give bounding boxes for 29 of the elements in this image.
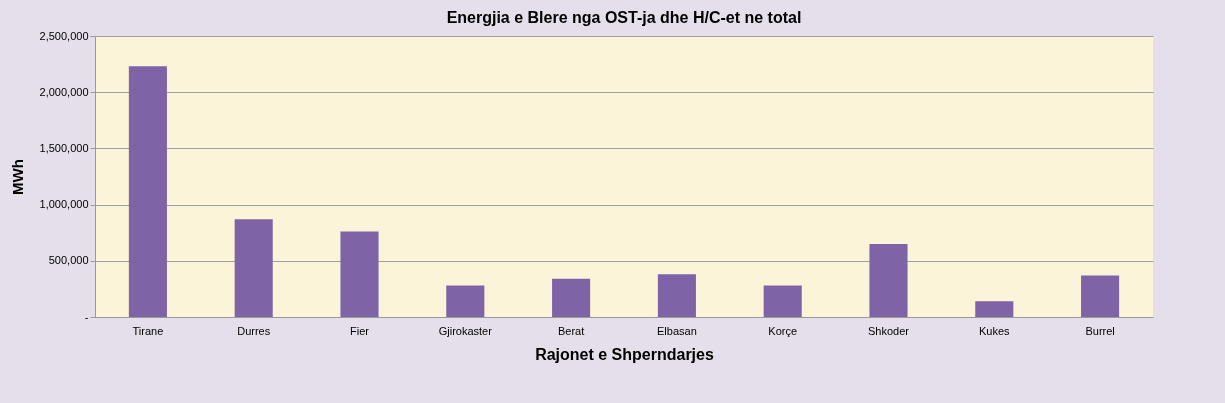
bar [128, 66, 167, 317]
x-tick-label: Durres [237, 324, 271, 337]
bar [763, 285, 802, 317]
y-tick-label: 1,000,000 [39, 198, 89, 211]
x-tick-label: Fier [350, 324, 370, 337]
x-tick-label: Burrel [1085, 324, 1115, 337]
x-tick-label: Gjirokaster [438, 324, 493, 337]
bar [975, 301, 1014, 317]
x-tick-label: Berat [557, 324, 585, 337]
y-tick-label: - [84, 310, 89, 323]
x-tick-label: Elbasan [657, 324, 697, 337]
bar [1081, 275, 1120, 317]
chart-title: Energjia e Blere nga OST-ja dhe H/C-et ne total [446, 9, 802, 26]
bar [657, 274, 696, 317]
y-tick-label: 500,000 [48, 254, 89, 267]
y-axis-title: MWh [8, 159, 26, 195]
x-tick-label: Korçe [768, 324, 798, 337]
x-tick-label: Tirane [132, 324, 164, 337]
x-axis-title: Rajonet e Shperndarjes [535, 345, 714, 363]
y-tick-label: 1,500,000 [39, 141, 89, 154]
x-tick-label: Shkoder [868, 324, 910, 337]
x-tick-label: Kukes [979, 324, 1011, 337]
bar [234, 219, 273, 317]
y-tick-label: 2,000,000 [39, 85, 89, 98]
bar [340, 231, 379, 317]
bar [552, 278, 591, 317]
bar [446, 285, 485, 317]
y-tick-label: 2,500,000 [39, 29, 89, 42]
bar [869, 243, 908, 317]
